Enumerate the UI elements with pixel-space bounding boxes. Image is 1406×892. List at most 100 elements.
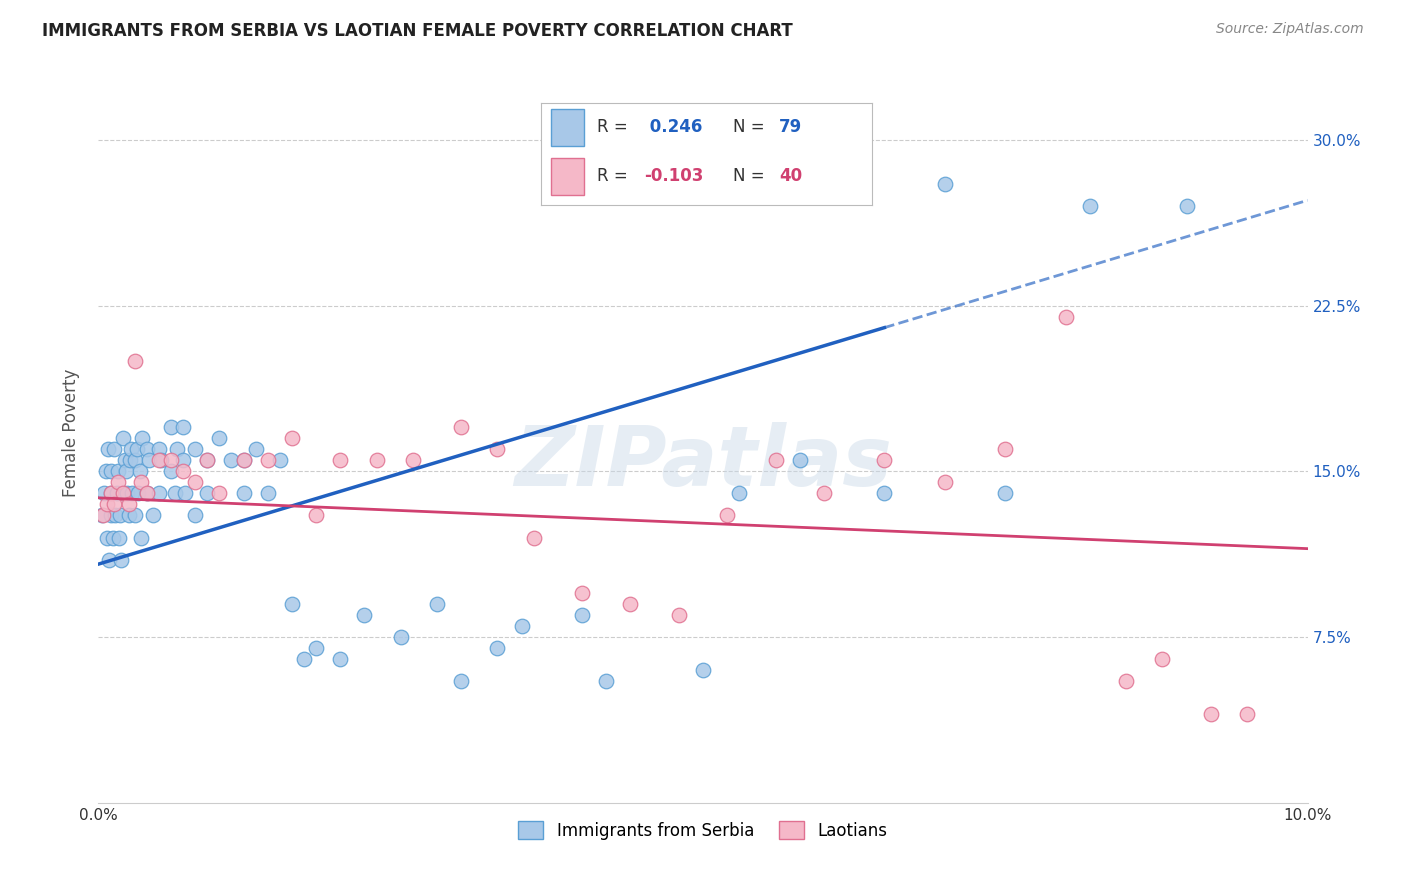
Point xyxy=(96,498,118,512)
Point xyxy=(107,464,129,478)
Point xyxy=(148,442,170,457)
Point xyxy=(692,663,714,677)
Point xyxy=(994,442,1017,457)
Point xyxy=(101,531,124,545)
Point xyxy=(91,508,114,523)
Point xyxy=(172,464,194,478)
Point xyxy=(195,453,218,467)
Point xyxy=(571,586,593,600)
Point xyxy=(129,531,152,545)
Point xyxy=(813,486,835,500)
Point xyxy=(142,508,165,523)
Point xyxy=(292,652,315,666)
Point xyxy=(873,453,896,467)
Point xyxy=(728,486,751,500)
Point xyxy=(1152,652,1174,666)
Point xyxy=(111,431,134,445)
Point xyxy=(105,486,128,500)
Point xyxy=(160,453,183,467)
Point xyxy=(281,431,304,445)
Text: 40: 40 xyxy=(779,168,803,186)
Point xyxy=(97,442,120,457)
Point xyxy=(96,531,118,545)
Point xyxy=(100,508,122,523)
Text: N =: N = xyxy=(733,119,770,136)
Point xyxy=(305,508,328,523)
Point xyxy=(523,531,546,545)
Point xyxy=(166,442,188,457)
Point xyxy=(1175,199,1198,213)
Point xyxy=(103,498,125,512)
Point xyxy=(160,464,183,478)
Point xyxy=(111,486,134,500)
Point xyxy=(765,453,787,467)
Point xyxy=(163,486,186,500)
Point xyxy=(91,508,114,523)
Point xyxy=(100,486,122,500)
Point xyxy=(353,607,375,622)
Point xyxy=(208,486,231,500)
Point xyxy=(131,431,153,445)
Point xyxy=(148,453,170,467)
Point xyxy=(124,508,146,523)
Point xyxy=(208,431,231,445)
Point xyxy=(127,442,149,457)
Point xyxy=(115,464,138,478)
Point xyxy=(329,453,352,467)
Point xyxy=(108,508,131,523)
Point xyxy=(184,508,207,523)
Point xyxy=(128,464,150,478)
Point xyxy=(619,597,641,611)
Point xyxy=(135,486,157,500)
Point xyxy=(1199,707,1222,722)
Point xyxy=(121,486,143,500)
Text: R =: R = xyxy=(598,168,634,186)
Point xyxy=(281,597,304,611)
Point xyxy=(305,641,328,656)
Legend: Immigrants from Serbia, Laotians: Immigrants from Serbia, Laotians xyxy=(512,814,894,847)
Text: Source: ZipAtlas.com: Source: ZipAtlas.com xyxy=(1216,22,1364,37)
Point xyxy=(873,486,896,500)
Point xyxy=(117,486,139,500)
Point xyxy=(389,630,412,644)
Point xyxy=(402,453,425,467)
Point xyxy=(789,453,811,467)
Point xyxy=(118,498,141,512)
Point xyxy=(716,508,738,523)
Point xyxy=(571,607,593,622)
Text: N =: N = xyxy=(733,168,770,186)
Point xyxy=(1078,199,1101,213)
Point xyxy=(232,486,254,500)
Point xyxy=(103,442,125,457)
Point xyxy=(366,453,388,467)
Point xyxy=(595,674,617,689)
Point xyxy=(127,486,149,500)
Point xyxy=(94,464,117,478)
Point xyxy=(232,453,254,467)
Point xyxy=(1236,707,1258,722)
Point xyxy=(184,475,207,490)
Point xyxy=(232,453,254,467)
Point xyxy=(837,177,859,191)
Point xyxy=(120,442,142,457)
Point xyxy=(108,531,131,545)
Point xyxy=(118,453,141,467)
FancyBboxPatch shape xyxy=(551,158,585,194)
Point xyxy=(100,486,122,500)
Point xyxy=(1115,674,1137,689)
Text: R =: R = xyxy=(598,119,634,136)
FancyBboxPatch shape xyxy=(551,109,585,145)
Point xyxy=(135,442,157,457)
Point xyxy=(107,475,129,490)
Point xyxy=(172,453,194,467)
Point xyxy=(111,486,134,500)
Point xyxy=(450,674,472,689)
Point xyxy=(129,475,152,490)
Point xyxy=(1054,310,1077,324)
Point xyxy=(994,486,1017,500)
Point xyxy=(118,508,141,523)
Point xyxy=(450,420,472,434)
Point xyxy=(668,607,690,622)
Point xyxy=(124,353,146,368)
Text: ZIPatlas: ZIPatlas xyxy=(515,422,891,503)
